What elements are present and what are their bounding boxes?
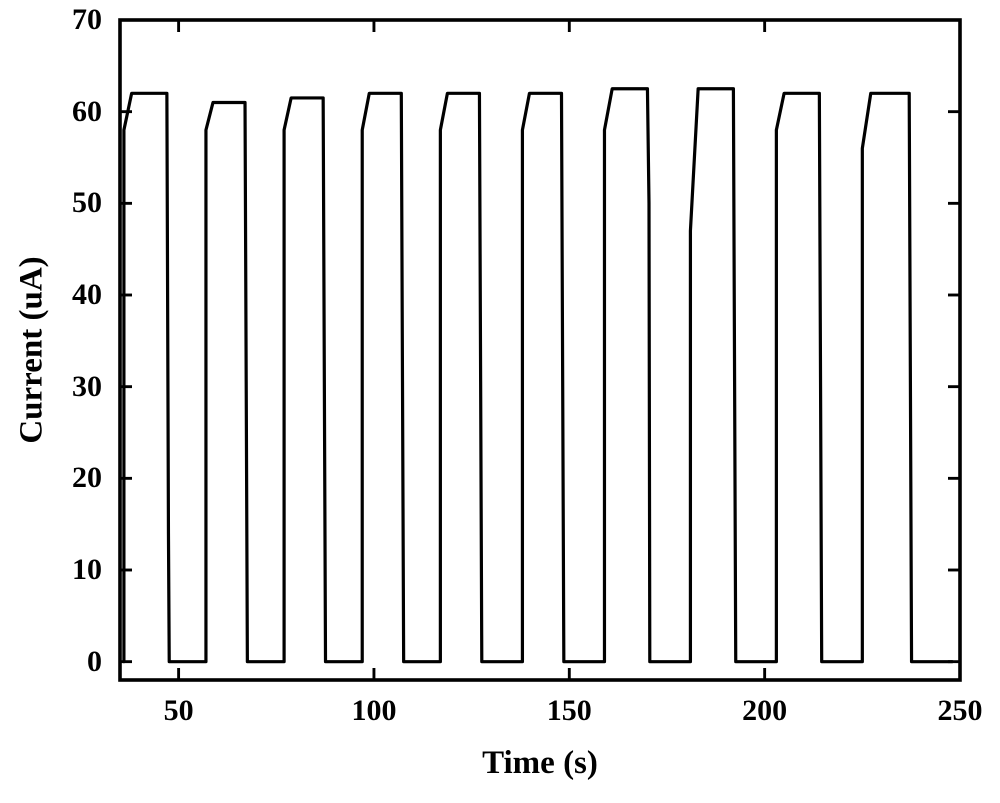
plot-svg: [0, 0, 1000, 803]
y-axis-label: Current (uA): [14, 256, 51, 443]
ytick-label: 20: [72, 461, 102, 495]
xtick-label: 200: [742, 694, 787, 728]
ytick-label: 0: [87, 645, 102, 679]
chart-container: Current (uA) Time (s) 0 10 20 30 40 50 60 70 50 1…: [0, 0, 1000, 803]
ytick-label: 60: [72, 95, 102, 129]
xtick-label: 250: [938, 694, 983, 728]
ytick-label: 70: [72, 3, 102, 37]
xtick-label: 50: [164, 694, 194, 728]
ytick-label: 40: [72, 278, 102, 312]
x-axis-label: Time (s): [482, 745, 598, 782]
xtick-label: 150: [547, 694, 592, 728]
ytick-label: 10: [72, 553, 102, 587]
xtick-label: 100: [351, 694, 396, 728]
ytick-label: 30: [72, 370, 102, 404]
ytick-label: 50: [72, 186, 102, 220]
